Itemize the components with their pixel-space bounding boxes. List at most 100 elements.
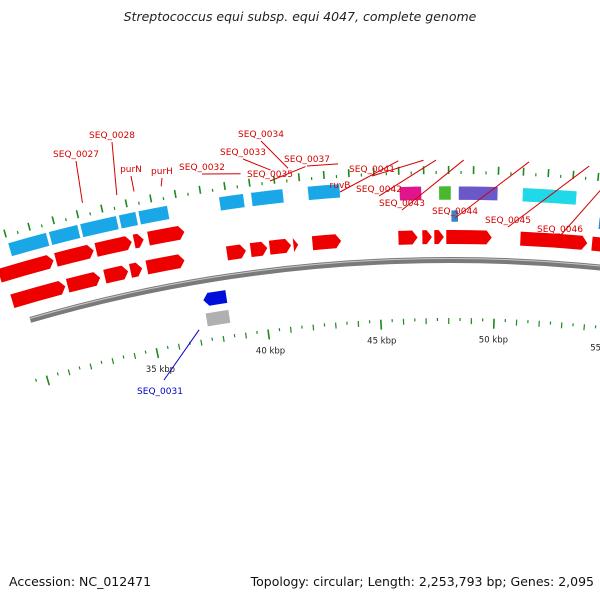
cog-gene-block: [118, 211, 139, 230]
cog-gene-block: [218, 193, 246, 212]
gene-label: SEQ_0035: [247, 170, 293, 180]
cog-gene-block: [307, 183, 341, 201]
inner-tick: [35, 378, 38, 382]
map-title: Streptococcus equi subsp. equi 4047, com…: [123, 9, 477, 24]
inner-tick: [122, 355, 125, 359]
outer-tick: [124, 199, 128, 208]
cog-gene-block: [450, 209, 459, 223]
accession-text: Accession: NC_012471: [9, 574, 152, 589]
cds-forward-arrow: [145, 254, 185, 275]
gene-leader-line: [260, 140, 289, 169]
outer-tick: [89, 212, 92, 216]
cog-track: [7, 183, 600, 257]
outer-tick: [198, 185, 202, 194]
outer-tick: [51, 216, 56, 225]
cog-gene-block: [48, 224, 82, 246]
gene-leader-line: [378, 159, 437, 197]
gene-label: SEQ_0027: [53, 150, 99, 160]
cog-gene-block: [137, 205, 171, 226]
inner-tick: [67, 369, 71, 376]
cds-forward-arrow: [103, 265, 129, 284]
gene-leader-line: [111, 141, 118, 196]
cds-forward-arrow: [65, 272, 101, 293]
cds-forward-arrow: [446, 229, 492, 245]
inner-tick: [111, 357, 115, 365]
gene-label: SEQ_0045: [485, 216, 531, 226]
inner-tick: [312, 324, 315, 331]
gene-leader-line: [269, 166, 306, 182]
cds-forward-arrow: [292, 238, 299, 253]
inner-tick: [133, 352, 137, 359]
cds-forward-arrow: [132, 233, 144, 249]
cds-forward-arrow: [225, 244, 246, 261]
gene-leader-line: [401, 159, 464, 211]
cds-forward-arrow: [268, 238, 292, 255]
gene-label: SEQ_0043: [379, 199, 425, 209]
cds-forward-arrow: [520, 231, 588, 250]
kbp-tick-label: 45 kbp: [367, 337, 396, 347]
gene-label: SEQ_0046: [537, 225, 583, 235]
backbone-track: [29, 257, 600, 323]
cds-forward-arrow: [10, 280, 66, 308]
inner-tick: [244, 332, 248, 339]
outer-tick: [248, 178, 251, 187]
cds-forward-arrow: [422, 230, 432, 245]
gene-label: ruvB: [330, 181, 351, 191]
cog-gene-block: [458, 185, 499, 202]
outer-tick: [100, 204, 104, 213]
cds-forward-arrow: [0, 255, 54, 283]
inner-tick: [155, 348, 160, 359]
cds-reverse-arrow: [203, 290, 228, 306]
inner-tick: [177, 343, 181, 350]
inner-tick: [45, 375, 51, 386]
outer-tick: [65, 218, 67, 222]
gene-label: SEQ_0044: [432, 207, 478, 217]
cog-gene-block: [250, 188, 285, 207]
inner-tick: [583, 324, 586, 331]
gene-leader-line: [454, 161, 530, 219]
cog-gene-block: [79, 215, 120, 238]
gene-label: purN: [120, 165, 142, 175]
inner-tick: [89, 363, 93, 370]
cds-forward-arrow: [54, 244, 94, 267]
kbp-tick-label: 40 kbp: [256, 346, 285, 356]
outer-tick: [40, 224, 43, 228]
gene-label: SEQ_0042: [356, 185, 402, 195]
gene-label: purH: [151, 167, 173, 177]
kbp-tick-label: 35 kbp: [146, 365, 175, 375]
reverse-track: [203, 290, 231, 327]
inner-tick: [78, 366, 81, 370]
gene-leader-line: [339, 160, 399, 193]
gene-leader-line: [242, 158, 271, 171]
topology-text: Topology: circular; Length: 2,253,793 bp…: [250, 574, 594, 589]
gene-leader-line: [306, 163, 339, 167]
cog-gene-block: [398, 185, 422, 202]
outer-tick: [223, 181, 226, 191]
outer-tick: [297, 173, 301, 182]
inner-tick: [267, 329, 271, 340]
inner-tick: [289, 326, 292, 333]
inner-tick: [144, 350, 147, 354]
cds-forward-arrow: [249, 241, 268, 258]
gene-label: SEQ_0028: [89, 131, 135, 141]
outer-tick: [572, 170, 575, 179]
backbone-arc: [29, 257, 600, 323]
gene-label: SEQ_0034: [238, 130, 284, 140]
cog-gene-block: [438, 185, 452, 201]
outer-tick: [597, 172, 600, 181]
gene-label: SEQ_0032: [179, 163, 225, 173]
cds-forward-arrow: [398, 230, 418, 245]
outer-tick: [27, 222, 31, 231]
gene-leader-line: [75, 160, 83, 203]
outer-tick: [149, 194, 153, 203]
outer-tick: [162, 196, 165, 201]
inner-tick: [200, 339, 203, 346]
outer-tick: [347, 169, 350, 178]
inner-tick: [100, 360, 103, 364]
gene-label: SEQ_0037: [284, 155, 330, 165]
gene-label: SEQ_0041: [349, 165, 395, 175]
kbp-tick-label: 55 kbp: [590, 343, 600, 353]
gene-leader-line: [160, 177, 163, 187]
inner-tick: [222, 335, 225, 342]
cds-forward-arrow: [591, 236, 600, 252]
